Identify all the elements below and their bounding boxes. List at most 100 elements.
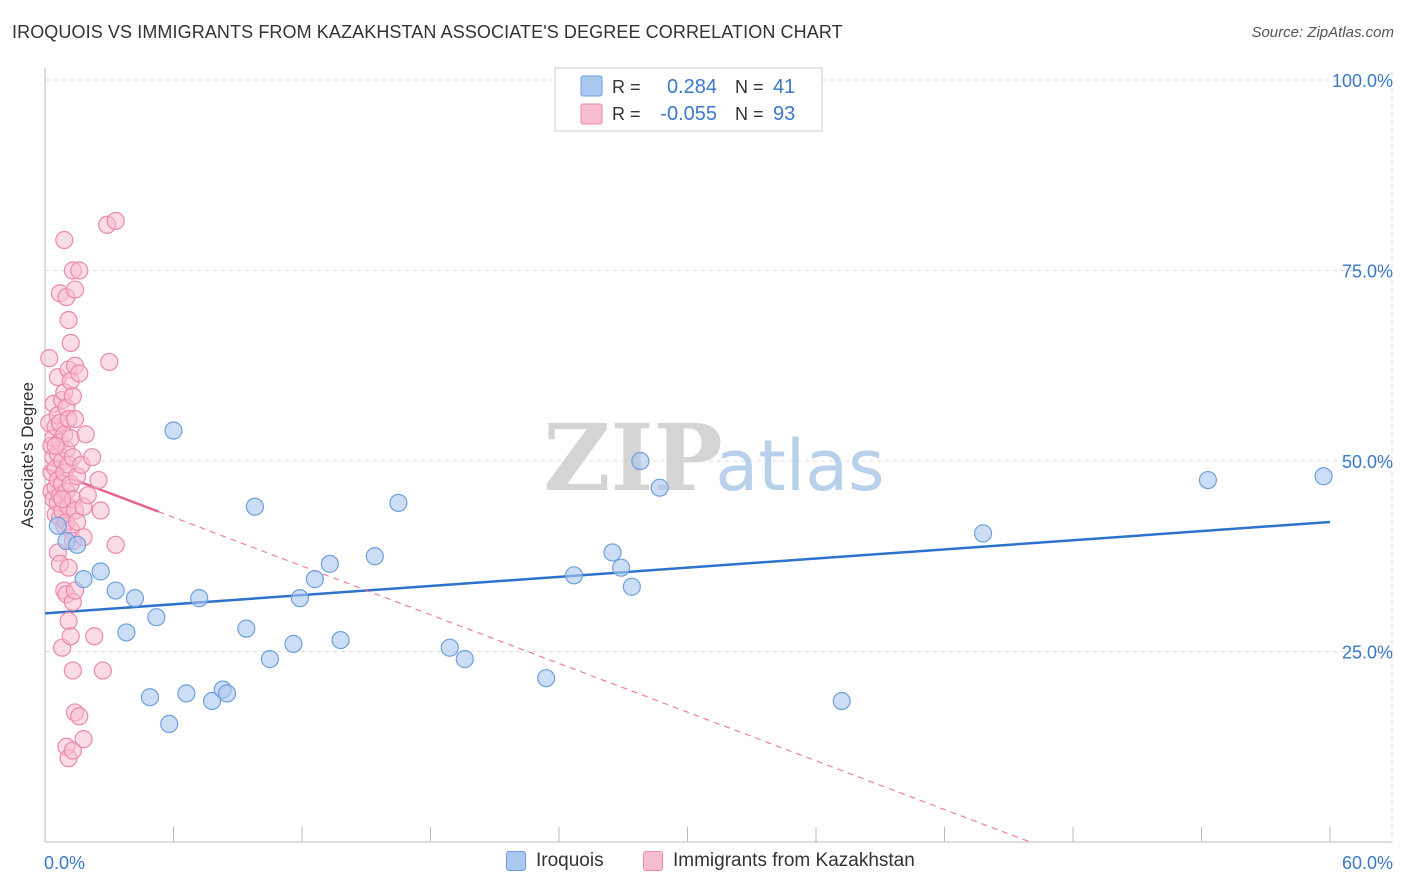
- point-kazakhstan-85: [91, 501, 110, 520]
- point-iroquois-38: [1198, 470, 1218, 490]
- legend-r-label-1: R =: [612, 77, 641, 97]
- legend-swatch-kazakhstan-bottom: [643, 851, 663, 871]
- point-kazakhstan-92: [53, 490, 72, 509]
- point-iroquois-4: [91, 562, 110, 581]
- point-kazakhstan-80: [76, 425, 95, 444]
- y-tick-label-100: 100.0%: [1332, 71, 1393, 91]
- point-iroquois-35: [650, 478, 669, 497]
- point-iroquois-21: [290, 589, 309, 608]
- point-iroquois-0: [48, 516, 67, 535]
- point-iroquois-22: [305, 570, 324, 589]
- point-kazakhstan-0: [40, 349, 59, 368]
- point-kazakhstan-88: [100, 352, 119, 372]
- legend-swatch-iroquois-bottom: [506, 851, 526, 871]
- point-kazakhstan-65: [65, 280, 85, 299]
- point-kazakhstan-79: [74, 730, 93, 749]
- point-iroquois-12: [177, 684, 196, 703]
- point-kazakhstan-81: [78, 486, 97, 505]
- y-tick-label-50: 50.0%: [1342, 452, 1393, 472]
- y-tick-label-75: 75.0%: [1342, 262, 1393, 282]
- point-iroquois-36: [832, 691, 851, 711]
- point-iroquois-33: [622, 577, 641, 596]
- point-iroquois-20: [284, 634, 303, 653]
- point-iroquois-27: [440, 638, 459, 657]
- point-iroquois-5: [106, 581, 125, 600]
- point-iroquois-39: [1314, 467, 1333, 486]
- legend-r-value-2: -0.055: [660, 103, 717, 125]
- legend-r-value-1: 0.284: [667, 76, 717, 98]
- point-iroquois-26: [389, 493, 408, 513]
- watermark: ZIP atlas: [543, 404, 884, 512]
- point-iroquois-8: [140, 688, 160, 707]
- legend-swatch-kazakhstan: [580, 103, 603, 125]
- point-iroquois-23: [320, 554, 339, 573]
- point-iroquois-7: [125, 589, 145, 608]
- point-iroquois-16: [217, 684, 237, 703]
- point-kazakhstan-82: [83, 448, 102, 467]
- point-kazakhstan-73: [70, 261, 89, 280]
- source-credit: Source: ZipAtlas.com: [1251, 24, 1394, 41]
- point-kazakhstan-30: [55, 230, 74, 250]
- bottom-legend-label-iroquois: Iroquois: [536, 850, 604, 871]
- x-tick-label-min: 0.0%: [44, 853, 85, 873]
- point-iroquois-37: [973, 524, 993, 543]
- point-kazakhstan-58: [63, 387, 82, 406]
- point-iroquois-34: [631, 451, 650, 471]
- point-iroquois-3: [74, 570, 93, 589]
- point-kazakhstan-83: [85, 627, 104, 646]
- point-iroquois-32: [612, 558, 631, 577]
- point-kazakhstan-43: [59, 310, 78, 330]
- trend-layer: [44, 467, 1331, 843]
- point-kazakhstan-75: [70, 707, 89, 726]
- points-layer: [40, 211, 1333, 768]
- point-iroquois-18: [245, 497, 264, 516]
- legend-n-value-2: 93: [773, 103, 795, 125]
- bottom-legend-item-kazakhstan: Immigrants from Kazakhstan: [643, 850, 915, 872]
- point-kazakhstan-67: [65, 409, 85, 429]
- y-tick-label-25: 25.0%: [1342, 643, 1393, 663]
- legend-box: R = 0.284 N = 41 R = -0.055 N = 93: [554, 67, 823, 132]
- legend-r-label-2: R =: [612, 104, 641, 124]
- legend-swatch-iroquois: [580, 75, 603, 97]
- point-kazakhstan-51: [61, 333, 80, 352]
- point-kazakhstan-63: [63, 661, 82, 680]
- point-iroquois-25: [365, 547, 384, 566]
- point-kazakhstan-72: [68, 512, 87, 532]
- chart-title: IROQUOIS VS IMMIGRANTS FROM KAZAKHSTAN A…: [12, 22, 843, 42]
- bottom-legend-item-iroquois: Iroquois: [506, 850, 604, 872]
- point-kazakhstan-48: [59, 558, 78, 577]
- bottom-legend-label-kazakhstan: Immigrants from Kazakhstan: [673, 850, 915, 871]
- point-kazakhstan-49: [59, 611, 78, 631]
- point-kazakhstan-86: [93, 661, 112, 680]
- x-tick-label-max: 60.0%: [1342, 853, 1393, 873]
- trend-line-kazakhstan-dashed: [158, 511, 1031, 843]
- legend-n-value-1: 41: [773, 76, 795, 98]
- watermark-atlas: atlas: [715, 425, 884, 507]
- point-iroquois-9: [147, 608, 166, 627]
- legend-n-label-1: N =: [735, 77, 764, 97]
- point-iroquois-2: [68, 535, 87, 554]
- point-iroquois-29: [537, 669, 556, 688]
- point-iroquois-6: [117, 623, 136, 642]
- point-kazakhstan-91: [46, 436, 65, 455]
- point-kazakhstan-84: [89, 470, 108, 490]
- point-iroquois-10: [160, 714, 179, 733]
- point-kazakhstan-90: [106, 535, 125, 554]
- point-iroquois-24: [331, 630, 350, 650]
- point-iroquois-14: [202, 691, 222, 711]
- tick-labels: 25.0% 50.0% 75.0% 100.0% 0.0% 60.0%: [44, 71, 1393, 873]
- point-iroquois-17: [237, 619, 256, 638]
- point-iroquois-31: [603, 543, 622, 562]
- trend-line-iroquois: [44, 520, 1331, 615]
- point-iroquois-28: [455, 650, 474, 669]
- point-iroquois-19: [260, 650, 279, 669]
- bottom-legend: Iroquois Immigrants from Kazakhstan: [0, 850, 1406, 878]
- point-kazakhstan-74: [70, 364, 89, 383]
- legend-n-label-2: N =: [735, 104, 764, 124]
- point-iroquois-13: [190, 589, 209, 608]
- point-iroquois-11: [164, 421, 183, 440]
- point-kazakhstan-56: [61, 627, 80, 646]
- point-kazakhstan-64: [63, 741, 82, 760]
- y-axis-label: Associate's Degree: [18, 382, 37, 528]
